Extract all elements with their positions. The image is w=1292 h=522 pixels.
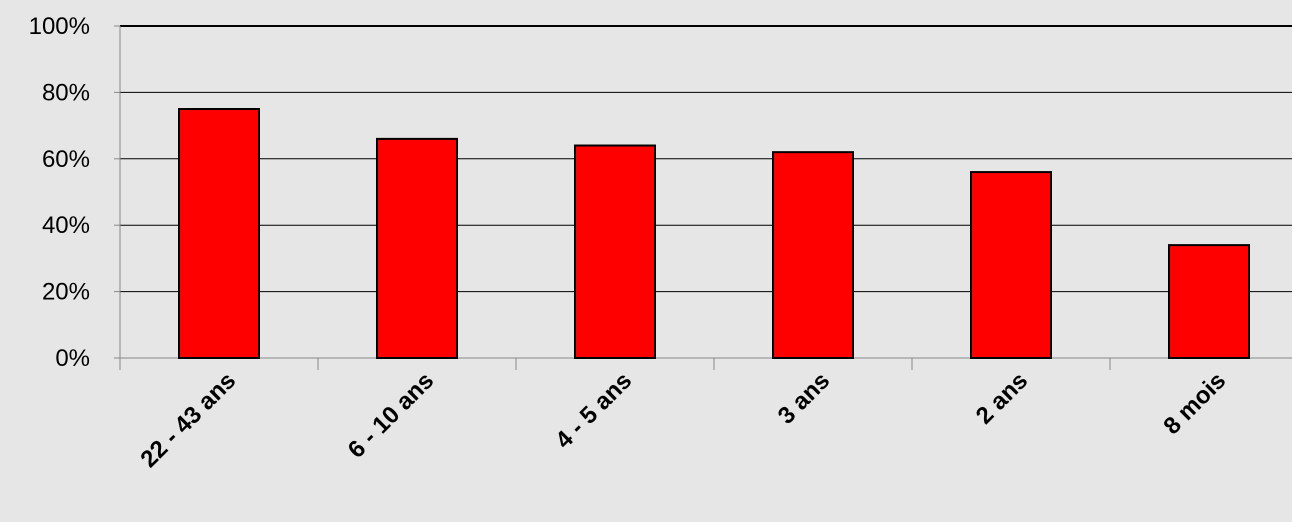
- bar: [178, 108, 260, 359]
- y-tick-label: 40%: [42, 212, 90, 239]
- bar: [376, 137, 458, 359]
- y-tick-labels: 0% 20% 40% 60% 80% 100%: [29, 13, 90, 372]
- y-tick-label: 20%: [42, 279, 90, 306]
- bar: [772, 151, 854, 359]
- gridlines: [120, 25, 1292, 293]
- axes: [114, 25, 1292, 370]
- bar: [1168, 244, 1250, 359]
- bar: [970, 171, 1052, 359]
- bars: [178, 108, 1250, 359]
- bar: [574, 144, 656, 359]
- y-tick-label: 60%: [42, 146, 90, 173]
- y-tick-label: 0%: [55, 345, 90, 372]
- y-tick-label: 100%: [29, 13, 90, 40]
- y-tick-label: 80%: [42, 79, 90, 106]
